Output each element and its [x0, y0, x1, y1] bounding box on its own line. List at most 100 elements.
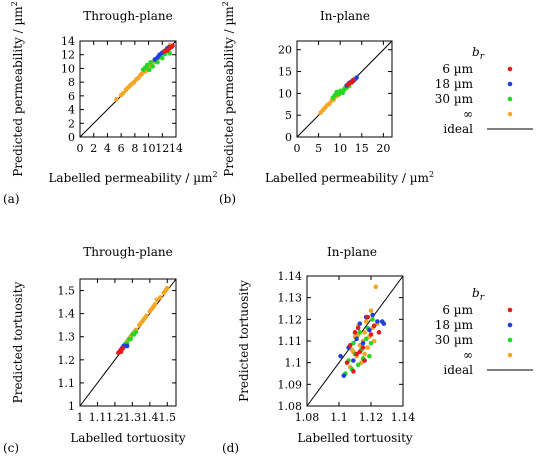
- legend-entry-label: 18 µm: [435, 77, 474, 91]
- data-point-br_30um: [340, 90, 346, 96]
- data-point-br_18um: [354, 336, 359, 342]
- legend-title: br: [472, 286, 485, 303]
- x-tick-label: 0: [77, 142, 84, 155]
- data-point-br_6um: [355, 325, 361, 331]
- y-tick-label: 4: [68, 104, 75, 117]
- x-tick-label: 8: [131, 142, 138, 155]
- data-point-br_6um: [351, 369, 356, 374]
- legend-marker-br_6um: [507, 66, 513, 72]
- y-tick-label: 10: [278, 87, 292, 100]
- data-point-br_6um: [362, 358, 367, 363]
- x-tick-label: 10: [142, 142, 156, 155]
- legend-marker-br_30um: [507, 337, 513, 343]
- data-point-br_30um: [128, 336, 133, 342]
- panel-title: In-plane: [327, 245, 377, 259]
- data-point-br_6um: [360, 345, 366, 350]
- y-tick-label: 10: [61, 62, 75, 75]
- plot-frame: [79, 40, 177, 138]
- data-point-br_6um: [376, 330, 382, 335]
- x-axis-unit-superscript: 2: [429, 170, 434, 179]
- x-axis-label-text: Labelled tortuosity: [70, 431, 186, 445]
- x-axis-label: Labelled permeability / µm2: [48, 170, 217, 185]
- data-point-br_inf: [368, 308, 374, 313]
- data-point-br_inf: [164, 285, 170, 291]
- data-point-br_30um: [159, 55, 165, 61]
- x-tick-label: 1.1: [330, 411, 348, 424]
- y-axis-label: Predicted tortuosity: [11, 281, 25, 403]
- y-tick-label: 1: [68, 400, 75, 413]
- plot-frame: [79, 278, 177, 407]
- data-point-br_inf: [365, 345, 371, 350]
- y-tick-label: 1.13: [278, 292, 303, 305]
- y-tick-label: 1.12: [278, 313, 303, 326]
- legend-title-main: b: [472, 286, 480, 300]
- data-point-br_inf: [154, 297, 160, 303]
- y-tick-label: 5: [285, 109, 292, 122]
- y-tick-label: 1.08: [278, 400, 303, 413]
- data-point-br_30um: [133, 329, 139, 335]
- x-tick-label: 6: [118, 142, 125, 155]
- y-tick-label: 1.3: [58, 331, 76, 344]
- data-point-br_6um: [344, 360, 350, 365]
- y-tick-label: 15: [278, 66, 292, 79]
- data-point-br_6um: [350, 77, 356, 83]
- data-point-br_30um: [357, 330, 363, 335]
- ideal-line: [306, 275, 404, 407]
- x-axis-unit-superscript: 2: [212, 170, 217, 179]
- y-tick-label: 12: [61, 49, 75, 62]
- data-point-br_inf: [120, 90, 126, 96]
- x-axis-label: Labelled permeability / µm2: [265, 170, 434, 185]
- data-point-br_30um: [148, 59, 153, 65]
- data-point-br_18um: [370, 312, 375, 318]
- data-point-br_18um: [375, 319, 380, 324]
- x-tick-label: 1.1: [89, 411, 107, 424]
- y-tick-label: 1.11: [278, 335, 303, 348]
- legend-entry-label: ∞: [463, 107, 473, 121]
- data-point-br_18um: [338, 353, 343, 359]
- legend-entry-label: 18 µm: [435, 318, 474, 332]
- data-point-br_30um: [355, 362, 361, 368]
- y-tick-label: 2: [68, 117, 75, 130]
- x-tick-label: 1.08: [295, 411, 320, 424]
- y-axis-unit-superscript: 2: [221, 1, 230, 6]
- x-tick-label: 0: [294, 142, 301, 155]
- legend-title-sub: r: [480, 52, 485, 62]
- data-point-br_inf: [362, 330, 367, 335]
- y-axis-label: Predicted permeability / µm2: [10, 1, 25, 176]
- panel-title: Through-plane: [83, 245, 172, 259]
- x-tick-label: 2: [90, 142, 97, 155]
- x-axis-label: Labelled tortuosity: [70, 431, 186, 445]
- x-tick-label: 4: [104, 142, 111, 155]
- legend-ideal-label: ideal: [443, 363, 473, 377]
- panel-label: (d): [222, 441, 239, 455]
- panel-label: (a): [3, 192, 20, 206]
- data-point-br_18um: [341, 373, 347, 378]
- x-tick-label: 1: [77, 411, 84, 424]
- data-point-br_18um: [360, 340, 366, 346]
- y-axis-label-text: Predicted permeability / µm: [222, 6, 236, 177]
- data-point-br_30um: [363, 336, 369, 342]
- data-point-br_30um: [150, 64, 155, 69]
- x-axis-label-text: Labelled permeability / µm: [265, 171, 430, 185]
- legend-marker-br_18um: [507, 81, 513, 87]
- y-axis-label: Predicted permeability / µm2: [221, 1, 236, 176]
- data-point-br_inf: [152, 302, 158, 307]
- legend-entry-label: 30 µm: [435, 92, 474, 106]
- data-point-br_30um: [370, 317, 375, 322]
- legend-marker-br_6um: [507, 307, 513, 313]
- legend-marker-br_30um: [507, 96, 513, 102]
- x-tick-label: 1.12: [359, 411, 384, 424]
- legend-title-main: b: [472, 45, 480, 59]
- x-tick-label: 15: [355, 142, 369, 155]
- y-tick-label: 0: [285, 131, 292, 144]
- data-point-br_inf: [362, 351, 367, 357]
- legend-title: br: [472, 45, 485, 62]
- y-tick-label: 1.09: [278, 378, 303, 391]
- data-point-br_30um: [146, 67, 152, 73]
- data-point-br_6um: [357, 349, 363, 355]
- y-tick-label: 0: [68, 131, 75, 144]
- data-point-br_inf: [144, 313, 149, 319]
- y-tick-label: 6: [68, 90, 75, 103]
